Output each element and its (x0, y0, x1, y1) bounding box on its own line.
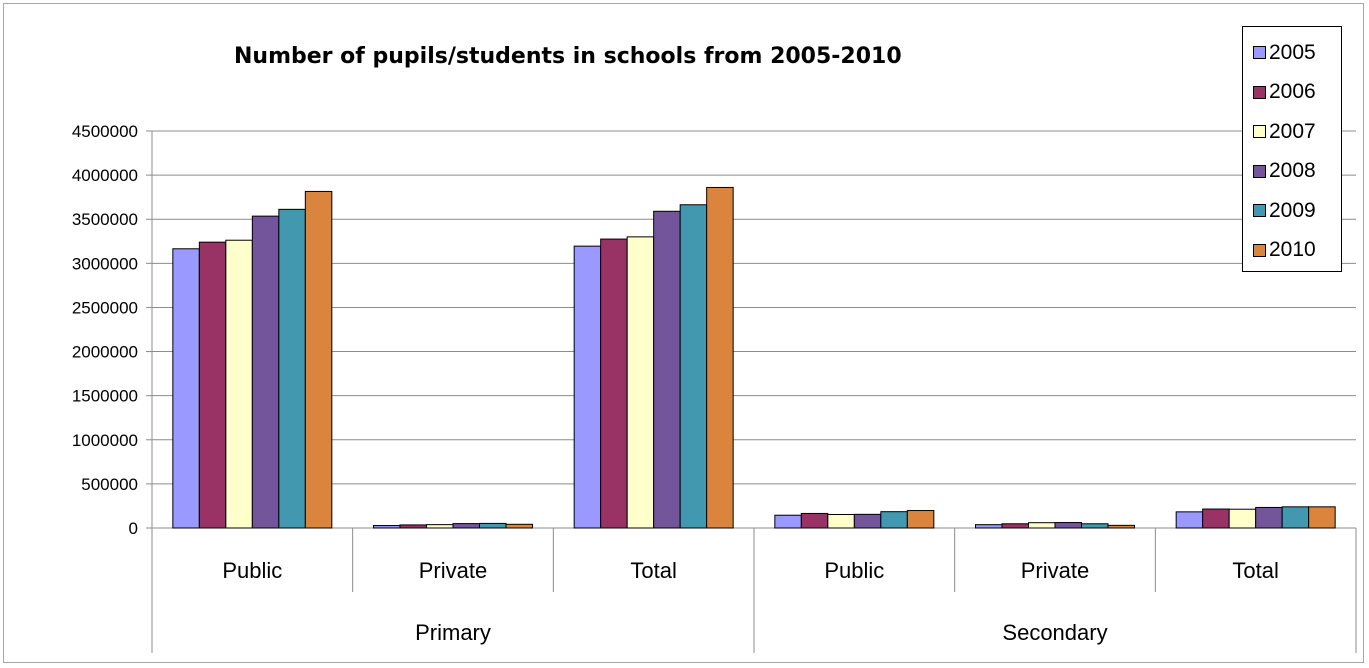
bar (626, 236, 655, 529)
y-tick-label: 1500000 (72, 387, 138, 406)
chart-title: Number of pupils/students in schools fro… (234, 44, 902, 69)
legend-item: 2007 (1243, 112, 1341, 152)
y-tick-label: 3500000 (72, 210, 138, 229)
x-group-label: Secondary (1002, 620, 1107, 645)
legend-swatch (1253, 243, 1266, 257)
legend-swatch (1253, 125, 1266, 139)
y-tick-label: 2500000 (72, 298, 138, 317)
chart-legend: 2005 2006 2007 2008 2009 2010 (1242, 26, 1342, 272)
legend-item: 2008 (1243, 152, 1341, 192)
bar (505, 523, 533, 529)
bar (1255, 506, 1283, 529)
bar (1281, 506, 1310, 529)
bar (1228, 508, 1257, 529)
y-tick-label: 0 (129, 519, 138, 538)
bar (679, 204, 708, 529)
chart-plot: 0 500000 1000000 1500000 2000000 2500000 30000… (72, 122, 1357, 653)
bar (1308, 506, 1336, 529)
bar (1001, 523, 1029, 529)
legend-item: 2006 (1243, 73, 1341, 113)
x-group-label: Primary (415, 620, 491, 645)
x-category-label: Total (1232, 558, 1278, 583)
legend-label: 2006 (1269, 80, 1316, 104)
y-tick-label: 4000000 (72, 166, 138, 185)
x-category-label: Public (824, 558, 884, 583)
bar (774, 514, 802, 529)
legend-item: 2005 (1243, 33, 1341, 73)
x-category-label: Public (222, 558, 282, 583)
bar (827, 514, 855, 529)
bar (225, 239, 253, 529)
legend-swatch (1253, 46, 1266, 60)
chart-frame: Number of pupils/students in schools fro… (3, 3, 1364, 663)
legend-swatch (1253, 164, 1266, 178)
x-category-label: Private (1021, 558, 1089, 583)
bar (1054, 522, 1082, 529)
bar (172, 248, 200, 529)
bar (1202, 508, 1230, 529)
bar (198, 241, 227, 529)
legend-swatch (1253, 85, 1266, 99)
bar (1175, 511, 1204, 529)
y-tick-label: 4500000 (72, 122, 138, 141)
bar (399, 524, 427, 529)
bar (706, 186, 734, 529)
legend-item: 2009 (1243, 191, 1341, 231)
bar (426, 524, 454, 529)
bar (452, 523, 480, 529)
bar (304, 190, 333, 529)
bar (573, 245, 602, 529)
x-category-label: Private (419, 558, 487, 583)
legend-label: 2007 (1269, 119, 1316, 143)
legend-swatch (1253, 204, 1266, 218)
bar (906, 510, 935, 529)
bar (800, 512, 829, 529)
bar (479, 522, 507, 529)
bar (653, 210, 681, 529)
bar (373, 525, 401, 529)
bar (853, 513, 882, 529)
y-tick-label: 2000000 (72, 343, 138, 362)
bar (975, 524, 1003, 529)
bar (251, 215, 280, 529)
y-tick-label: 3000000 (72, 254, 138, 273)
bar (1028, 522, 1056, 529)
legend-label: 2010 (1269, 238, 1316, 262)
bar (880, 511, 908, 529)
legend-label: 2009 (1269, 198, 1316, 222)
x-category-label: Total (630, 558, 676, 583)
legend-label: 2008 (1269, 159, 1316, 183)
bar (1081, 523, 1109, 529)
y-tick-label: 1000000 (72, 431, 138, 450)
bar (600, 238, 628, 529)
bar (278, 208, 306, 529)
bar (1107, 524, 1135, 529)
legend-label: 2005 (1269, 40, 1316, 64)
legend-item: 2010 (1243, 231, 1341, 271)
y-tick-label: 500000 (81, 475, 138, 494)
